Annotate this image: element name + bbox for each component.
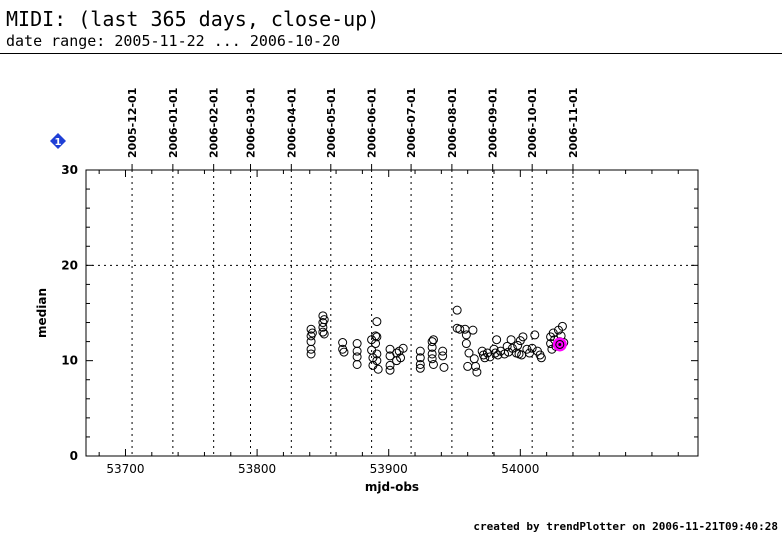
date-tick-label: 2006-10-01 (526, 88, 539, 158)
data-point (339, 347, 349, 357)
data-point (371, 339, 381, 349)
data-point (438, 351, 448, 361)
data-point (513, 340, 523, 350)
data-point (352, 346, 362, 356)
x-tick-label: 53900 (370, 462, 408, 476)
data-point (464, 348, 474, 358)
data-point (548, 328, 558, 338)
axis-ticks (86, 164, 698, 457)
data-point (428, 359, 438, 369)
data-point (318, 311, 328, 321)
data-point (415, 353, 425, 363)
x-tick-label: 53700 (106, 462, 144, 476)
data-point (372, 356, 382, 366)
data-point (306, 344, 316, 354)
data-point (530, 330, 540, 340)
data-point (307, 328, 317, 338)
grid-lines (86, 170, 698, 456)
footer-credit: created by trendPlotter on 2006-11-21T09… (473, 520, 778, 533)
date-tick-label: 2006-11-01 (567, 88, 580, 158)
data-point (461, 339, 471, 349)
page-title: MIDI: (last 365 days, close-up) (6, 7, 380, 31)
date-tick-label: 2005-12-01 (126, 88, 139, 158)
data-point (319, 315, 329, 325)
data-point (306, 349, 316, 359)
data-point (427, 354, 437, 364)
data-point (427, 349, 437, 359)
data-point (318, 327, 328, 337)
data-point (415, 359, 425, 369)
y-tick-label: 30 (61, 163, 78, 177)
data-point (319, 329, 329, 339)
x-axis-label: mjd-obs (365, 480, 419, 494)
data-point (527, 343, 537, 353)
info-badge-label: 1 (55, 137, 62, 148)
date-tick-label: 2006-06-01 (366, 88, 379, 158)
date-tick-label: 2006-03-01 (245, 88, 258, 158)
data-point (439, 362, 449, 372)
data-point (352, 359, 362, 369)
data-point (372, 349, 382, 359)
data-point (385, 365, 395, 375)
data-point (427, 337, 437, 347)
data-point (372, 332, 382, 342)
data-point (480, 353, 490, 363)
x-tick-label: 54000 (501, 462, 539, 476)
data-point (385, 344, 395, 354)
date-tick-label: 2006-02-01 (208, 88, 221, 158)
data-point (506, 335, 516, 345)
data-point (438, 346, 448, 356)
data-point (502, 341, 512, 351)
highlight-point-dot (558, 342, 562, 346)
data-point (372, 317, 382, 327)
data-point (492, 335, 502, 345)
data-point (385, 360, 395, 370)
data-point (306, 337, 316, 347)
date-tick-label: 2006-05-01 (325, 88, 338, 158)
data-point (461, 330, 471, 340)
y-tick-label: 0 (70, 449, 78, 463)
header-divider (0, 53, 782, 54)
y-tick-label: 20 (61, 258, 78, 272)
data-point (415, 346, 425, 356)
date-tick-label: 2006-07-01 (405, 88, 418, 158)
info-badge-icon[interactable]: 1 (50, 133, 66, 149)
x-tick-label: 53800 (238, 462, 276, 476)
data-point (352, 339, 362, 349)
data-point (398, 343, 408, 353)
data-point (469, 354, 479, 364)
data-point (455, 324, 465, 334)
date-tick-label: 2006-09-01 (487, 88, 500, 158)
date-range-subtitle: date range: 2005-11-22 ... 2006-10-20 (6, 32, 341, 50)
data-point (452, 305, 462, 315)
y-tick-label: 10 (61, 354, 78, 368)
data-point (373, 364, 383, 374)
data-point (396, 353, 406, 363)
data-point (557, 321, 567, 331)
axis-labels: 53700 53800 53900 54000 0 10 20 30 (61, 163, 539, 476)
data-point (338, 338, 348, 348)
data-point (352, 352, 362, 362)
data-point (463, 361, 473, 371)
date-tick-label: 2006-04-01 (285, 88, 298, 158)
data-points (306, 305, 569, 377)
date-tick-labels: 2005-12-01 2006-01-01 2006-02-01 2006-03-01… (126, 88, 580, 158)
data-point (536, 353, 546, 363)
data-point (518, 332, 528, 342)
data-point (306, 324, 316, 334)
data-point (415, 363, 425, 373)
data-point (472, 367, 482, 377)
data-point (490, 348, 500, 358)
date-tick-label: 2006-01-01 (167, 88, 180, 158)
data-point (471, 361, 481, 371)
data-point (460, 324, 470, 334)
data-point (468, 325, 478, 335)
data-point (428, 335, 438, 345)
date-tick-label: 2006-08-01 (446, 88, 459, 158)
y-axis-label: median (35, 288, 49, 338)
plot-frame (85, 169, 699, 457)
highlight-point-ring (555, 339, 565, 349)
